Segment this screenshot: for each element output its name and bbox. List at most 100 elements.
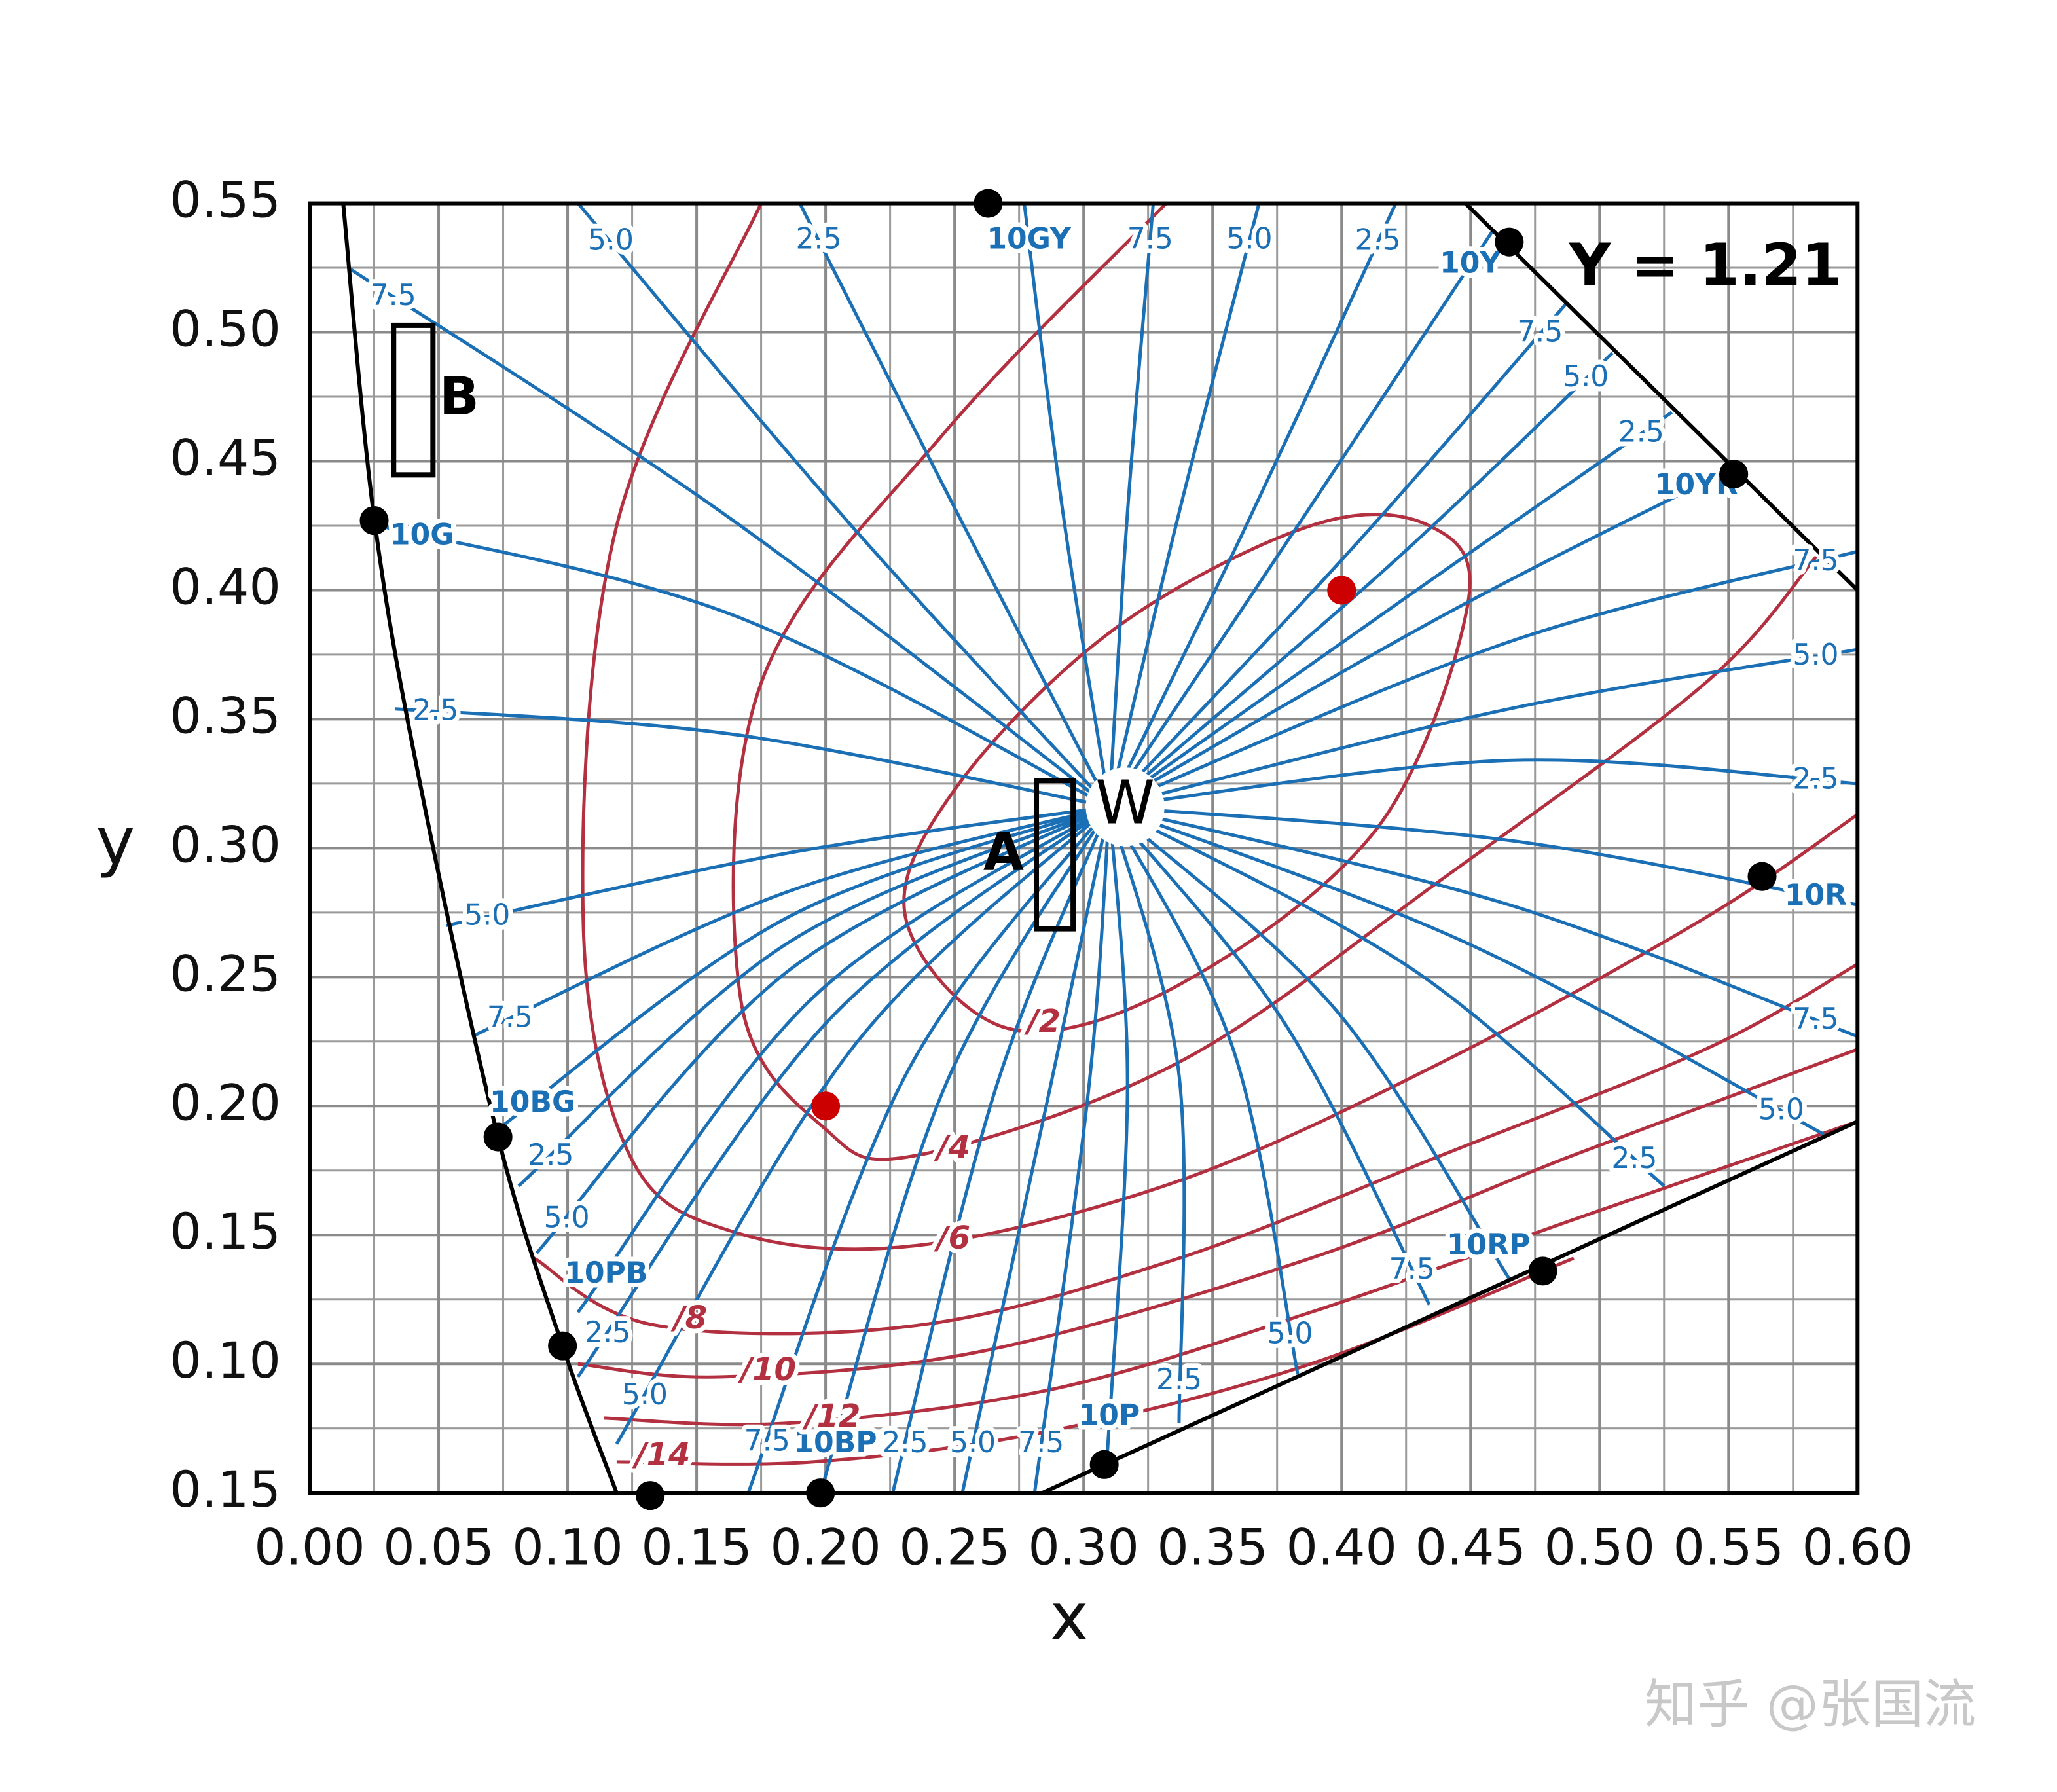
y-tick-label: 0.40 <box>170 557 280 615</box>
locus-point <box>483 1122 513 1152</box>
hue-label: 5.0 <box>950 1426 996 1459</box>
locus-point <box>1089 1450 1119 1479</box>
hue-line <box>576 203 1111 809</box>
hue-label: 5.0 <box>1563 360 1609 393</box>
x-tick-label: 0.15 <box>641 1518 752 1576</box>
hue-line <box>1109 805 1858 907</box>
locus-point <box>806 1478 835 1508</box>
hue-line <box>347 266 1111 809</box>
hue-line <box>1105 807 1129 1463</box>
hue-label: 7.5 <box>1127 222 1173 255</box>
hue-line <box>1108 648 1858 809</box>
curves <box>347 203 1858 1493</box>
y-tick-label: 0.50 <box>170 300 280 358</box>
hue-label: 7.5 <box>1018 1426 1064 1459</box>
locus-point <box>1747 862 1777 891</box>
hue-label: 7.5 <box>744 1425 790 1458</box>
hue-line <box>378 524 1110 809</box>
hue-label: 2.5 <box>1618 415 1664 448</box>
x-tick-label: 0.20 <box>770 1518 881 1576</box>
chroma-line <box>533 962 1858 1336</box>
locus-point <box>1528 1256 1557 1286</box>
labels: 0.00 0.05 0.10 0.15 0.20 0.25 0.30 0.35 0.40 0.45… <box>170 171 1913 1577</box>
hue-line <box>1108 805 1431 1306</box>
chroma-label: /2 <box>1024 1003 1061 1040</box>
watermark: 知乎 @张国流 <box>1645 1674 1976 1735</box>
hue-label: 7.5 <box>1793 544 1838 577</box>
hue-label: 10RP <box>1447 1228 1531 1262</box>
hue-line <box>1032 807 1112 1493</box>
box-label: A <box>983 821 1024 882</box>
x-tick-label: 0.25 <box>899 1518 1010 1576</box>
box-b <box>391 322 436 478</box>
hue-label: 5.0 <box>1267 1317 1313 1350</box>
chroma-label: /12 <box>802 1398 860 1435</box>
hue-label: 10PB <box>564 1256 647 1290</box>
hue-line <box>1108 467 1732 809</box>
y-tick-label: 0.10 <box>170 1331 280 1389</box>
hue-line <box>1108 302 1567 809</box>
hue-label: 5.0 <box>1758 1093 1804 1127</box>
hue-line <box>746 805 1111 1493</box>
hue-label: 5.0 <box>1226 222 1272 255</box>
hue-line <box>394 707 1110 809</box>
hue-line <box>535 805 1110 1254</box>
hue-line <box>891 806 1111 1493</box>
hue-label: 5.0 <box>544 1201 590 1234</box>
hue-line <box>1108 805 1666 1188</box>
y-tick-label: 0.45 <box>170 428 280 486</box>
y-tick-label: 0.15 <box>170 1460 280 1518</box>
hue-line <box>1108 549 1858 809</box>
hue-label: 5.0 <box>464 898 510 932</box>
hue-label: 10P <box>1079 1399 1140 1432</box>
locus-point <box>974 189 1003 218</box>
hue-label: 2.5 <box>412 693 458 727</box>
hue-label: 10BP <box>793 1426 877 1459</box>
x-tick-label: 0.50 <box>1544 1518 1656 1576</box>
hue-line <box>960 806 1112 1493</box>
hue-line <box>615 805 1111 1445</box>
locus-point <box>359 506 389 536</box>
hue-line <box>497 805 1110 1131</box>
y-tick-label: 0.25 <box>170 944 280 1002</box>
chroma-line <box>581 203 1858 1251</box>
hue-label: 2.5 <box>528 1139 573 1172</box>
x-tick-label: 0.10 <box>512 1518 623 1576</box>
chroma-line <box>731 203 1818 1161</box>
locus-point <box>636 1481 665 1510</box>
x-tick-label: 0.00 <box>254 1518 365 1576</box>
hue-line <box>1108 203 1261 807</box>
box-label: B <box>439 366 479 427</box>
annotation: Y = 1.21 <box>1569 231 1842 299</box>
x-tick-label: 0.05 <box>383 1518 494 1576</box>
hue-line <box>517 805 1110 1188</box>
hue-label: 2.5 <box>882 1426 928 1459</box>
y-tick-label: 0.35 <box>170 686 280 744</box>
box-a <box>1034 778 1076 932</box>
x-tick-label: 0.60 <box>1802 1518 1914 1576</box>
hue-label: 2.5 <box>795 222 841 255</box>
hue-line <box>1108 805 1511 1280</box>
chroma-line <box>902 513 1472 1034</box>
x-tick-label: 0.40 <box>1286 1518 1397 1576</box>
hue-label: 7.5 <box>1389 1253 1435 1286</box>
hue-line <box>1109 758 1858 809</box>
hue-line <box>1108 411 1673 809</box>
plot-frame <box>307 201 1860 1495</box>
hue-line <box>1108 203 1398 808</box>
hue-label: 10Y <box>1440 246 1501 280</box>
x-tick-label: 0.45 <box>1415 1518 1526 1576</box>
hue-label: 7.5 <box>1517 316 1563 349</box>
chroma-label: /8 <box>670 1300 707 1336</box>
hue-label: 7.5 <box>371 279 416 312</box>
chroma-label: /4 <box>934 1129 970 1166</box>
hue-label: 10BG <box>490 1086 575 1119</box>
chroma-line <box>577 1048 1858 1379</box>
boundary-line <box>1041 1120 1859 1495</box>
y-axis-title: y <box>96 803 135 880</box>
hue-line <box>1108 806 1186 1423</box>
dots: W <box>359 189 1777 1510</box>
hue-label: 2.5 <box>1156 1363 1202 1397</box>
